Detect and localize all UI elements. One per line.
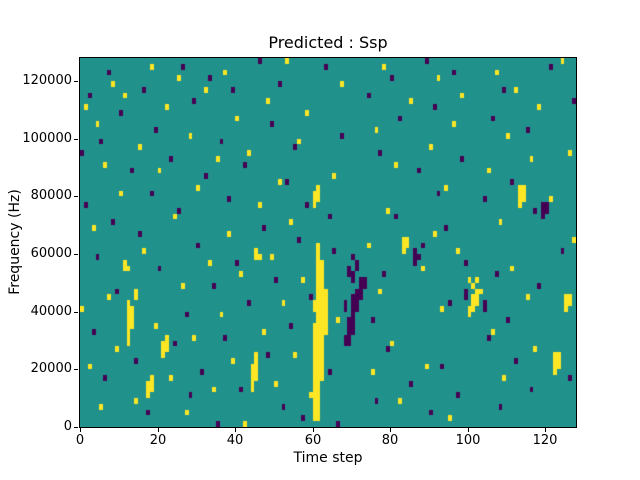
x-tick-mark [235, 428, 236, 432]
y-tick-label: 80000 [30, 188, 72, 203]
y-tick-label: 100000 [22, 131, 72, 146]
y-tick-mark [74, 312, 78, 313]
x-tick-label: 40 [226, 433, 244, 448]
x-tick-mark [390, 428, 391, 432]
x-tick-label: 60 [304, 433, 322, 448]
y-tick-label: 40000 [30, 304, 72, 319]
y-tick-mark [74, 427, 78, 428]
x-tick-label: 120 [532, 433, 558, 448]
x-tick-label: 0 [75, 433, 85, 448]
y-tick-label: 20000 [30, 361, 72, 376]
y-tick-label: 120000 [22, 73, 72, 88]
plot-area [79, 57, 577, 428]
chart-title: Predicted : Ssp [268, 33, 388, 52]
heatmap-canvas [80, 58, 576, 427]
x-tick-mark [158, 428, 159, 432]
y-tick-mark [74, 254, 78, 255]
y-tick-mark [74, 369, 78, 370]
y-tick-label: 0 [63, 419, 72, 434]
y-tick-mark [74, 81, 78, 82]
x-tick-label: 80 [381, 433, 399, 448]
x-tick-mark [80, 428, 81, 432]
x-tick-mark [468, 428, 469, 432]
y-tick-mark [74, 139, 78, 140]
y-tick-label: 60000 [30, 246, 72, 261]
x-tick-mark [313, 428, 314, 432]
y-tick-mark [74, 196, 78, 197]
x-tick-label: 100 [455, 433, 481, 448]
x-axis-label: Time step [293, 450, 363, 466]
x-tick-label: 20 [149, 433, 167, 448]
y-axis-label: Frequency (Hz) [7, 189, 23, 295]
x-tick-mark [545, 428, 546, 432]
